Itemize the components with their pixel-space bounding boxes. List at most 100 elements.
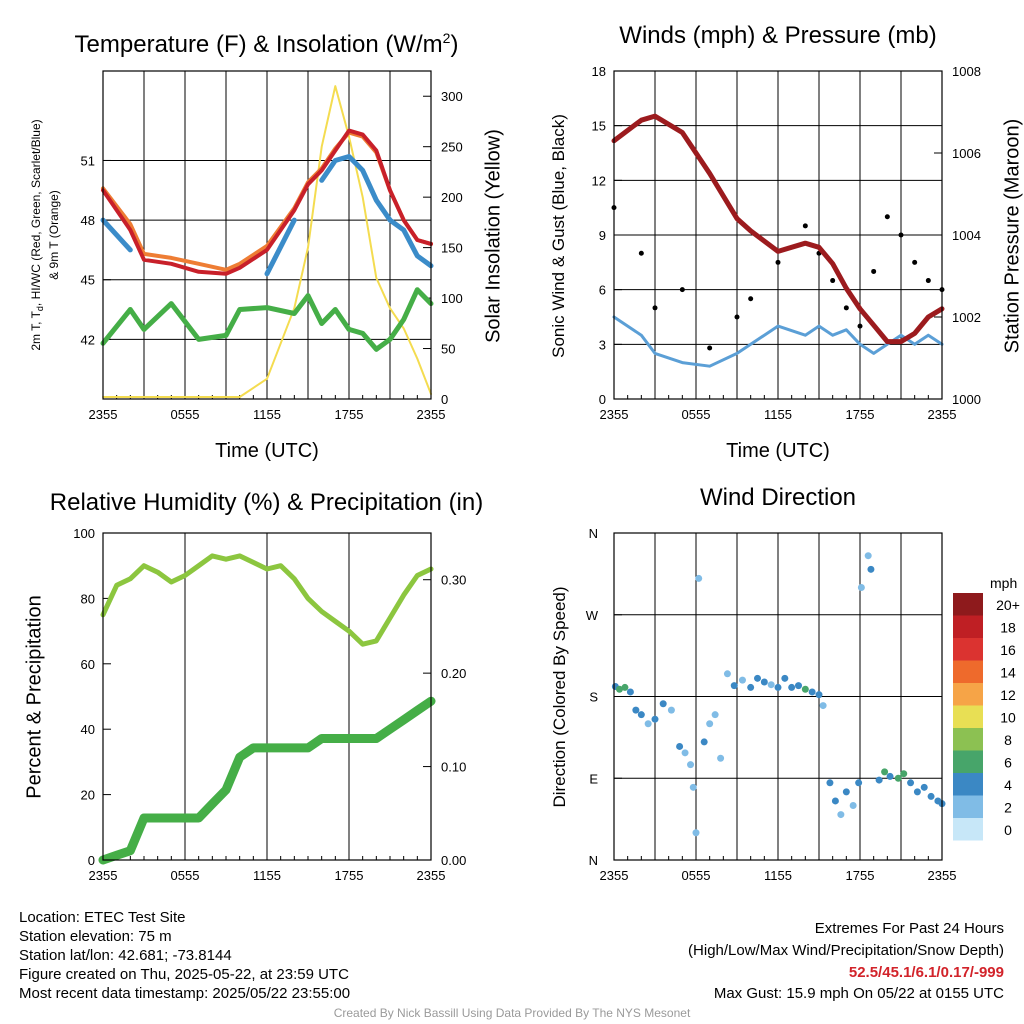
colorbar-swatch	[953, 593, 983, 616]
temperature-panel: 2355 0555 1155 1755 2355 42 45 48 51 0 50 100 150 200…	[81, 70, 463, 422]
wind-direction-point	[788, 683, 796, 691]
winds-gust-point	[830, 278, 836, 284]
wind-direction-point	[767, 681, 775, 689]
wind-direction-point	[706, 720, 714, 728]
winds-ytick-label: 18	[592, 64, 606, 79]
winds-gust-point	[898, 232, 904, 238]
winds-title: Winds (mph) & Pressure (mb)	[619, 22, 937, 49]
humidity-ytick-label: 100	[73, 526, 95, 541]
colorbar-swatch	[953, 795, 983, 818]
wind-direction-point	[754, 674, 761, 682]
wind-direction-point	[867, 565, 875, 573]
wind-direction-point	[826, 779, 834, 787]
wind-direction-point	[781, 674, 789, 682]
wind-direction-xtick-label: 2355	[928, 868, 957, 883]
temperature-y2tick-label: 50	[441, 342, 455, 357]
wind-direction-point	[920, 783, 928, 791]
wind-direction-point	[837, 811, 845, 819]
temperature-ytick-label: 51	[81, 153, 95, 168]
winds-xlabel: Time (UTC)	[726, 440, 830, 462]
temperature-y2tick-label: 100	[441, 291, 463, 306]
winds-panel: 2355 0555 1155 1755 235503691215181000100210…	[592, 64, 981, 422]
colorbar-label: 0	[1004, 822, 1012, 838]
latlon-text: Station lat/lon: 42.681; -73.8144	[19, 947, 232, 964]
temperature-ytick-label: 48	[81, 213, 95, 228]
humidity-panel: 2355 0555 1155 1755 23550204060801000.000.10…	[73, 526, 466, 883]
wind-direction-point	[900, 770, 908, 778]
winds-y2tick-label: 1006	[952, 146, 981, 161]
created-text: Figure created on Thu, 2025-05-22, at 23…	[19, 966, 349, 983]
extremes-block: Extremes For Past 24 Hours (High/Low/Max…	[688, 918, 1004, 1004]
colorbar-label: 16	[1000, 642, 1016, 658]
wind-direction-point	[621, 683, 629, 691]
colorbar-label: 20+	[996, 597, 1020, 613]
wind-direction-point	[831, 797, 839, 805]
temperature-xtick-label: 2355	[89, 407, 118, 422]
wind-direction-point	[819, 702, 827, 710]
wind-direction-point	[875, 776, 883, 784]
temperature-y2tick-label: 300	[441, 89, 463, 104]
wind-direction-xtick-label: 1155	[764, 868, 792, 883]
colorbar-swatch	[953, 660, 983, 683]
wind-direction-point	[913, 788, 921, 796]
temperature-xtick-label: 1755	[335, 407, 364, 422]
wind-direction-xtick-label: 0555	[682, 868, 711, 883]
humidity-ytick-label: 40	[81, 722, 95, 737]
wind-direction-point	[864, 552, 872, 560]
winds-ytick-label: 0	[599, 392, 606, 407]
colorbar-label: 4	[1004, 777, 1012, 793]
wind-direction-point	[644, 720, 652, 728]
winds-gust-point	[652, 305, 658, 311]
wind-direction-point	[886, 772, 894, 780]
winds-series-station-pressure	[611, 113, 945, 345]
winds-gust-point	[638, 250, 644, 256]
colorbar-swatch	[953, 683, 983, 706]
winds-ytick-label: 12	[592, 173, 606, 188]
temperature-frame	[102, 70, 432, 400]
winds-ylabel-right: Station Pressure (Maroon)	[1001, 118, 1024, 354]
wind-direction-point	[801, 685, 809, 693]
wind-direction-point	[747, 683, 755, 691]
wind-direction-point	[730, 682, 738, 690]
wind-direction-point	[700, 738, 708, 746]
winds-gust-point	[925, 278, 931, 284]
winds-ylabel-left: Sonic Wind & Gust (Blue, Black)	[549, 114, 568, 358]
wind-direction-ytick-label: N	[589, 853, 598, 868]
wind-direction-point	[659, 700, 667, 708]
humidity-frame	[102, 532, 432, 861]
wind-direction-point	[774, 683, 782, 691]
temperature-y2tick-label: 200	[441, 190, 463, 205]
winds-ytick-label: 6	[599, 283, 606, 298]
wind-direction-point	[738, 676, 746, 684]
humidity-xtick-label: 1755	[335, 868, 364, 883]
wind-direction-point	[815, 691, 823, 699]
humidity-y2tick-label: 0.30	[441, 573, 466, 588]
winds-series-sonic-wind	[612, 315, 944, 368]
winds-gust-point	[871, 268, 877, 274]
winds-xtick-label: 2355	[600, 407, 629, 422]
temperature-ylabel-right: Solar Insolation (Yellow)	[482, 129, 505, 343]
temperature-ylabel-left: 2m T, Td, HI/WC (Red, Green, Scarlet/Blu…	[28, 119, 62, 351]
wind-direction-point	[795, 682, 802, 690]
temperature-xtick-label: 1155	[253, 407, 281, 422]
colorbar-unit-label: mph	[990, 575, 1018, 591]
temperature-xtick-label: 0555	[171, 407, 200, 422]
wind-direction-point	[676, 742, 684, 750]
max-gust-text: Max Gust: 15.9 mph On 05/22 at 0155 UTC	[713, 985, 1004, 1002]
extremes-title: Extremes For Past 24 Hours	[814, 920, 1004, 937]
humidity-ytick-label: 60	[81, 657, 95, 672]
colorbar-swatch	[953, 773, 983, 796]
temperature-series-2m-t	[101, 128, 433, 276]
wind-direction-point	[907, 779, 915, 787]
wind-direction-point	[637, 711, 645, 719]
temperature-xlabel: Time (UTC)	[215, 440, 319, 462]
wind-direction-point	[615, 685, 623, 693]
colorbar-swatch	[953, 705, 983, 728]
winds-y2tick-label: 1002	[952, 310, 981, 325]
wind-direction-point	[681, 749, 689, 757]
humidity-xtick-label: 1155	[253, 868, 281, 883]
temperature-title: Temperature (F) & Insolation (W/m2)	[74, 30, 459, 58]
wind-direction-point	[711, 711, 719, 719]
colorbar-swatch	[953, 728, 983, 751]
